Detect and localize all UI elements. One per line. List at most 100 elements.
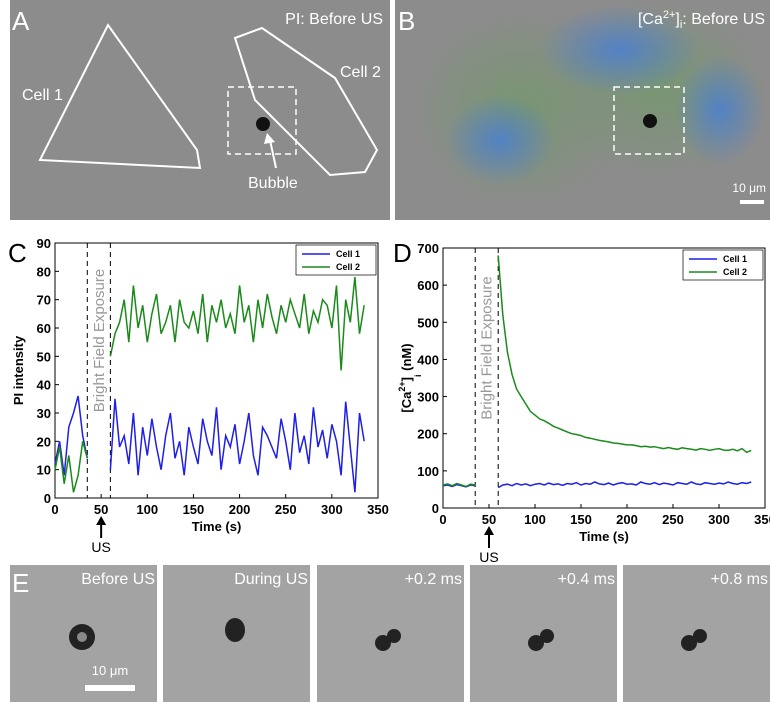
cell-label: Cell 2 <box>340 64 381 81</box>
plot-frame <box>54 242 379 499</box>
x-tick-label: 150 <box>183 502 205 517</box>
x-tick-label: 350 <box>754 512 770 527</box>
y-label-part: (nM) <box>399 343 414 374</box>
annotation: Bright Field Exposure <box>91 269 108 412</box>
x-tick-label: 200 <box>616 512 638 527</box>
panel-label: C <box>8 238 27 268</box>
bubble <box>643 114 657 128</box>
title-part: ] <box>675 11 679 28</box>
legend-label: Cell 2 <box>723 267 747 277</box>
arrow <box>269 139 277 169</box>
y-label-part: PI intensity <box>11 335 26 405</box>
y-tick-label: 400 <box>417 352 439 367</box>
bubble <box>693 629 707 643</box>
zoom-box <box>227 86 297 155</box>
fluor <box>540 5 700 95</box>
legend-label: Cell 1 <box>723 254 747 264</box>
y-tick-label: 70 <box>37 293 51 308</box>
bubble <box>540 629 554 643</box>
fluor <box>445 95 555 185</box>
y-tick-label: 10 <box>37 463 51 478</box>
y-tick-label: 50 <box>37 349 51 364</box>
y-label-part: [Ca <box>399 391 414 413</box>
legend-label: Cell 2 <box>336 262 360 272</box>
image-a <box>10 0 390 220</box>
bubble-core <box>77 632 87 642</box>
y-tick-label: 300 <box>417 390 439 405</box>
y-tick-label: 500 <box>417 315 439 330</box>
y-tick-label: 600 <box>417 278 439 293</box>
y-label-part: 2+ <box>397 381 407 391</box>
scale-bar <box>85 685 135 691</box>
x-tick-label: 350 <box>367 502 389 517</box>
bubble <box>387 629 401 643</box>
y-tick-label: 100 <box>417 464 439 479</box>
title-part: : Before US <box>682 11 765 28</box>
legend-label: Cell 1 <box>336 249 360 259</box>
y-tick-label: 80 <box>37 264 51 279</box>
x-tick-label: 200 <box>229 502 251 517</box>
x-axis-label: Time (s) <box>192 519 242 534</box>
x-tick-label: 0 <box>439 512 446 527</box>
scale-label: 10 μm <box>92 663 128 678</box>
annotation: Bright Field Exposure <box>479 276 496 419</box>
cell-outline <box>233 26 379 177</box>
y-tick-label: 30 <box>37 406 51 421</box>
panel-title: [Ca2+]i: Before US <box>638 9 765 31</box>
legend <box>295 244 377 276</box>
x-tick-label: 100 <box>524 512 546 527</box>
arrowhead <box>264 133 275 144</box>
y-tick-label: 0 <box>432 501 439 516</box>
title-part: i <box>680 19 682 31</box>
scale-bar <box>740 200 764 204</box>
x-tick-label: 250 <box>275 502 297 517</box>
cell-label: Cell 1 <box>22 87 63 104</box>
bubble <box>375 635 391 651</box>
frame-label: +0.8 ms <box>711 571 768 588</box>
us-label: US <box>91 539 110 555</box>
x-axis-label: Time (s) <box>579 529 629 544</box>
y-tick-label: 0 <box>44 491 51 506</box>
cell-outline <box>38 23 202 170</box>
x-tick-label: 0 <box>51 502 58 517</box>
bubble <box>681 635 697 651</box>
series-line <box>54 276 365 493</box>
fluor <box>675 55 765 165</box>
series-line <box>442 255 752 488</box>
title-part: 2+ <box>663 9 676 21</box>
panel-title: PI: Before US <box>285 11 383 28</box>
y-tick-label: 20 <box>37 434 51 449</box>
y-tick-label: 90 <box>37 236 51 251</box>
y-tick-label: 200 <box>417 427 439 442</box>
frame-label: Before US <box>81 571 155 588</box>
x-tick-label: 300 <box>321 502 343 517</box>
panel-label: A <box>12 6 30 36</box>
x-tick-label: 150 <box>570 512 592 527</box>
scale-label: 10 μm <box>732 181 766 195</box>
x-tick-label: 50 <box>94 502 108 517</box>
bubble <box>225 618 245 642</box>
x-tick-label: 250 <box>662 512 684 527</box>
bubble <box>528 635 544 651</box>
y-axis-label: [Ca2+]i (nM) <box>397 343 423 412</box>
plot-frame <box>442 247 766 509</box>
bubble-label: Bubble <box>248 175 298 192</box>
y-label-part: ] <box>399 377 414 381</box>
legend <box>682 249 764 281</box>
x-tick-label: 100 <box>136 502 158 517</box>
y-axis-label: PI intensity <box>11 335 26 405</box>
series-line <box>54 395 365 493</box>
bubble <box>256 117 270 131</box>
us-label: US <box>479 549 498 565</box>
frame-label: +0.2 ms <box>405 571 462 588</box>
us-arrowhead <box>484 526 494 535</box>
us-arrowhead <box>96 516 107 525</box>
y-tick-label: 60 <box>37 321 51 336</box>
frame-label: During US <box>234 571 308 588</box>
series-line <box>442 481 752 489</box>
zoom-box <box>613 86 685 155</box>
y-label-part: i <box>413 374 423 377</box>
frame-label: +0.4 ms <box>558 571 615 588</box>
x-tick-label: 50 <box>482 512 496 527</box>
